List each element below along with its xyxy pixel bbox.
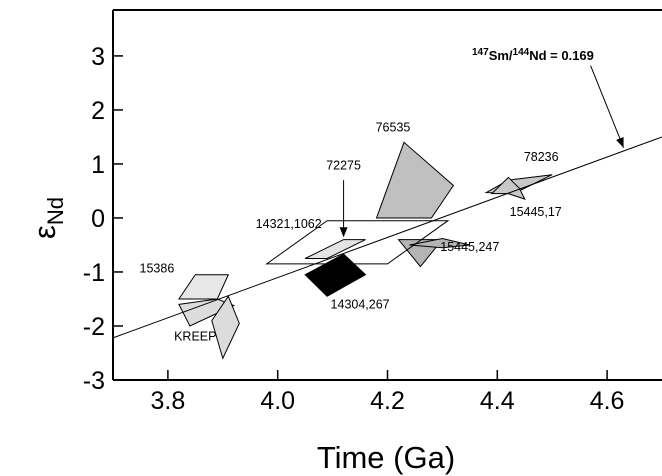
y-tick-label-3: 0 [91, 205, 105, 233]
sample-polygon-0 [375, 141, 455, 219]
sample-polygon-10 [211, 295, 240, 360]
sample-label-6: 72275 [326, 158, 361, 172]
isochron-line-group [112, 65, 662, 339]
isochron-sup-144: 144 [513, 47, 530, 58]
isochron-arrow-line [590, 65, 625, 148]
sample-label-7: 14304,267 [331, 298, 390, 312]
x-tick-label-2: 4.2 [370, 387, 405, 415]
isochron-label: 147Sm/144Nd = 0.169 [472, 47, 594, 63]
sample-label-9: KREEP [174, 330, 216, 344]
sample-polygons [177, 141, 553, 360]
sample-labels: 76535 78236 15445,17 15445,247 14321,1062 722… [140, 121, 562, 344]
sample-label-0: 76535 [376, 121, 411, 135]
y-axis-subscript: Nd [43, 197, 68, 225]
y-tick-label-6: 3 [91, 43, 105, 71]
isochron-sm: Sm/ [489, 48, 513, 63]
x-tick-label-0: 3.8 [151, 387, 186, 415]
isochron-line [112, 136, 662, 339]
y-tick-label-4: 1 [91, 151, 105, 179]
axes: -3 -2 -1 0 1 2 3 3.8 4.0 4.2 4.4 4.6 [83, 9, 662, 415]
y-tick-label-5: 2 [91, 97, 105, 125]
x-axis-title: Time (Ga) [317, 440, 455, 475]
sample-label-3: 15445,247 [440, 240, 499, 254]
x-tick-label-3: 4.4 [480, 387, 515, 415]
y-tick-label-2: -1 [83, 259, 105, 287]
sample-label-8: 15386 [140, 262, 175, 276]
y-tick-label-0: -3 [83, 367, 105, 395]
sample-polygon-9 [178, 298, 236, 327]
sample-polygon-6 [304, 239, 366, 259]
y-axis-symbol: ε [27, 225, 62, 239]
sample-polygon-7 [304, 253, 367, 297]
leader-arrowhead-72275 [339, 227, 348, 238]
sample-label-1: 78236 [524, 150, 559, 164]
isochron-nd: Nd = 0.169 [529, 48, 594, 63]
sample-label-2: 15445,17 [510, 205, 562, 219]
isochron-arrowhead [616, 136, 624, 148]
isochron-sup-147: 147 [472, 47, 489, 58]
x-tick-label-4: 4.6 [590, 387, 625, 415]
y-axis-title: εNd [27, 197, 68, 239]
sample-polygon-8 [177, 274, 230, 300]
sample-label-5: 14321,1062 [256, 217, 322, 231]
x-tick-label-1: 4.0 [260, 387, 295, 415]
sample-polygon-2 [490, 176, 526, 200]
y-tick-label-1: -2 [83, 313, 105, 341]
sample-polygon-4 [409, 237, 470, 249]
